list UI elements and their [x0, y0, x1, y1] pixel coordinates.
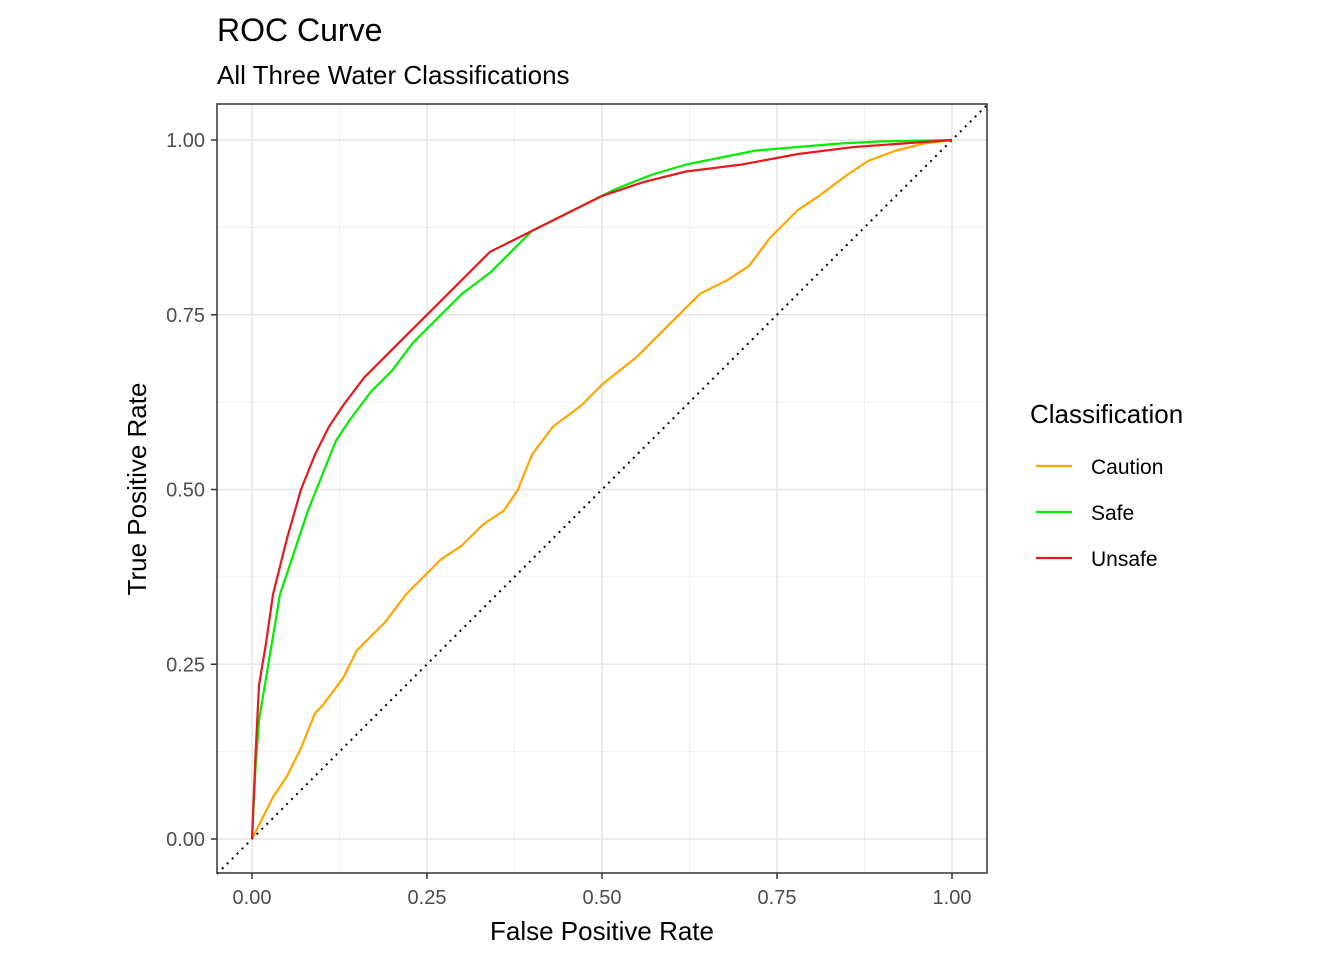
y-tick-label: 0.50 — [166, 480, 205, 502]
legend-title: Classification — [1030, 399, 1183, 429]
x-axis-title: False Positive Rate — [490, 916, 714, 946]
chart-subtitle: All Three Water Classifications — [217, 60, 570, 90]
y-tick-label: 0.25 — [166, 654, 205, 676]
series-line-safe — [250, 138, 953, 840]
legend: Caution Safe Unsafe — [1036, 456, 1163, 571]
grid-major — [217, 104, 987, 873]
y-axis: 0.00 0.25 0.50 0.75 1.00 — [166, 130, 217, 851]
y-tick-label: 0.75 — [166, 305, 205, 327]
y-tick-label: 0.00 — [166, 829, 205, 851]
series-layer — [250, 138, 953, 840]
x-tick-label: 0.50 — [583, 887, 622, 909]
y-axis-title: True Positive Rate — [122, 383, 152, 596]
x-tick-label: 0.00 — [233, 887, 272, 909]
legend-label-caution: Caution — [1091, 456, 1163, 479]
x-tick-label: 1.00 — [933, 887, 972, 909]
series-line-unsafe — [250, 138, 953, 840]
legend-label-unsafe: Unsafe — [1091, 548, 1158, 571]
series-line-caution — [251, 138, 953, 840]
x-tick-label: 0.75 — [758, 887, 797, 909]
legend-label-safe: Safe — [1091, 502, 1134, 525]
chart-title: ROC Curve — [217, 12, 382, 48]
x-axis: 0.00 0.25 0.50 0.75 1.00 — [233, 873, 972, 909]
x-tick-label: 0.25 — [408, 887, 447, 909]
y-tick-label: 1.00 — [166, 130, 205, 152]
